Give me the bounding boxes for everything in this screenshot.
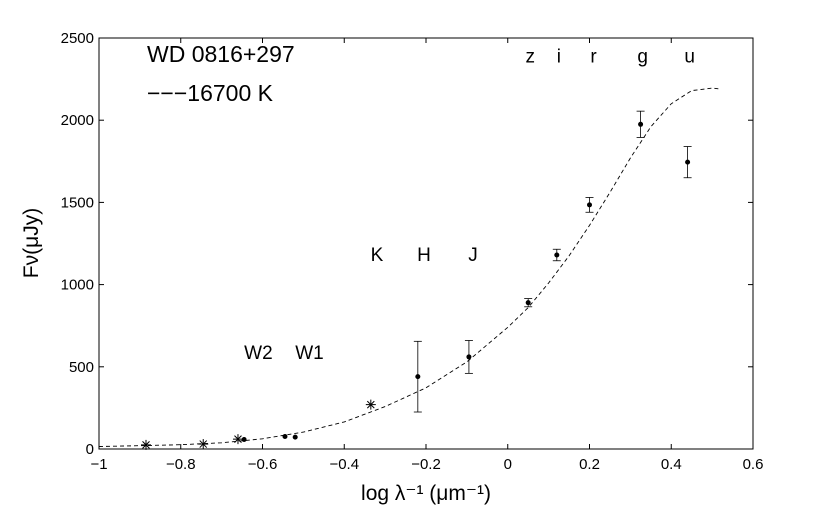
band-labels-layer: z i r g u K H J W2 W1 [244,46,695,364]
data-point [292,434,298,440]
data-point [685,159,691,165]
band-label: H [417,245,431,266]
x-tick-label: −0.2 [411,456,441,473]
chart-title-line-2: −−−16700 K [147,80,274,106]
model-curve-layer [98,87,721,447]
data-points-layer [141,110,692,450]
band-label: r [590,46,597,67]
star-stroke [234,435,242,443]
x-axis-ticks: −1 −0.8 −0.6 −0.4 −0.2 0 0.2 0.4 0.6 [90,38,763,473]
x-tick-label: 0 [504,456,512,473]
band-label: z [525,46,535,67]
x-tick-label: −0.6 [248,456,278,473]
x-axis-title: log λ⁻¹ (μm⁻¹) [361,482,491,505]
data-point [241,436,247,442]
star-marker [232,434,243,445]
star-marker [141,439,152,450]
y-tick-label: 2000 [61,112,94,129]
x-tick-label: −0.4 [329,456,359,473]
data-point [282,434,288,440]
x-tick-label: −0.8 [166,456,196,473]
data-point [466,354,472,360]
star-stroke [142,441,150,449]
x-tick-label: 0.4 [661,456,682,473]
y-tick-label: 0 [86,441,94,458]
band-label: K [371,245,384,266]
y-tick-label: 2500 [61,30,94,47]
band-label: W2 [244,343,273,364]
model-curve [98,87,721,447]
data-point [554,252,560,258]
y-axis-ticks: 0 500 1000 1500 2000 2500 [61,30,753,458]
band-label: u [684,46,695,67]
chart-title-line-1: WD 0816+297 [147,41,295,67]
data-point [638,121,644,127]
star-marker [365,399,376,410]
star-marker [198,439,209,450]
y-tick-label: 1000 [61,277,94,294]
band-label: i [557,46,561,67]
y-tick-label: 1500 [61,194,94,211]
data-point [415,374,421,380]
x-tick-label: 0.2 [579,456,600,473]
x-tick-label: 0.6 [743,456,764,473]
star-stroke [366,400,375,409]
data-point [525,300,531,306]
x-tick-label: −1 [90,456,107,473]
band-label: W1 [295,343,324,364]
data-point [587,202,592,208]
y-tick-label: 500 [69,359,94,376]
star-stroke [199,440,208,448]
y-axis-title: Fν(μJy) [20,208,43,278]
band-label: J [468,245,478,266]
band-label: g [637,46,648,67]
